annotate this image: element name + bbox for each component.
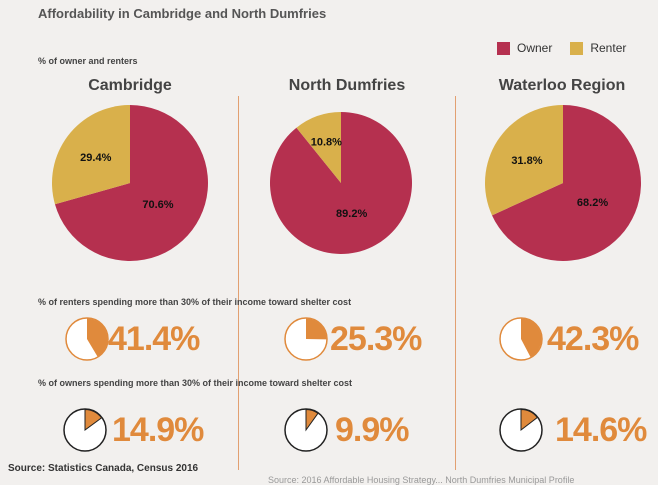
renters-value-waterloo-region: 42.3%: [547, 320, 639, 358]
renters-value-north-dumfries: 25.3%: [330, 320, 422, 358]
owners-value-cambridge: 14.9%: [112, 411, 204, 449]
renters-section-label: % of renters spending more than 30% of t…: [38, 297, 352, 307]
owners-section-label: % of owners spending more than 30% of th…: [38, 378, 353, 388]
owners-value-waterloo-region: 14.6%: [555, 411, 647, 449]
mini-pie-slice: [305, 408, 319, 432]
pie-section-subtitle: % of owner and renters: [38, 56, 138, 66]
owner-swatch: [497, 41, 510, 55]
mini-pie-slice: [306, 318, 327, 340]
owner-slice: [492, 105, 642, 261]
renter-slice-label: 31.8%: [511, 155, 542, 167]
footer-cutoff-text: Source: 2016 Affordable Housing Strategy…: [268, 475, 575, 485]
chart-title-waterloo-region: Waterloo Region: [498, 77, 626, 94]
owners-mini-pies: [63, 408, 543, 452]
page-title: Affordability in Cambridge and North Dum…: [38, 6, 327, 21]
renter-slice: [296, 112, 341, 183]
owner-slice-label: 70.6%: [142, 199, 173, 211]
renter-slice: [485, 105, 563, 216]
chart-title-cambridge: Cambridge: [88, 77, 172, 94]
renter-slice-label: 10.8%: [311, 136, 342, 148]
divider-left: [238, 96, 239, 470]
owners-value-north-dumfries: 9.9%: [335, 411, 409, 449]
pie-waterloo-region: 68.2% 31.8%: [485, 105, 642, 261]
renter-slice: [51, 105, 131, 205]
owner-slice-label: 68.2%: [577, 197, 608, 209]
legend-label-owner: Owner: [517, 41, 553, 55]
mini-pie-slice: [521, 318, 542, 358]
divider-right: [455, 96, 456, 470]
renters-mini-pies: [65, 317, 543, 361]
source-note: Source: Statistics Canada, Census 2016: [8, 463, 199, 474]
pie-north-dumfries: 89.2% 10.8%: [270, 112, 412, 254]
legend-item-renter: Renter: [570, 41, 626, 55]
mini-pie-slice: [87, 318, 108, 357]
legend-label-renter: Renter: [590, 41, 627, 55]
legend: Owner Renter: [497, 41, 626, 55]
mini-pie-slice: [84, 408, 103, 431]
legend-item-owner: Owner: [497, 41, 552, 55]
owner-slice: [54, 105, 209, 261]
mini-pie-slice: [520, 408, 538, 432]
pie-cambridge: 70.6% 29.4%: [51, 105, 209, 261]
renter-swatch: [570, 41, 584, 55]
renters-value-cambridge: 41.4%: [108, 320, 200, 358]
owner-slice-label: 89.2%: [336, 208, 367, 220]
renter-slice-label: 29.4%: [80, 152, 111, 164]
chart-title-north-dumfries: North Dumfries: [288, 77, 406, 94]
